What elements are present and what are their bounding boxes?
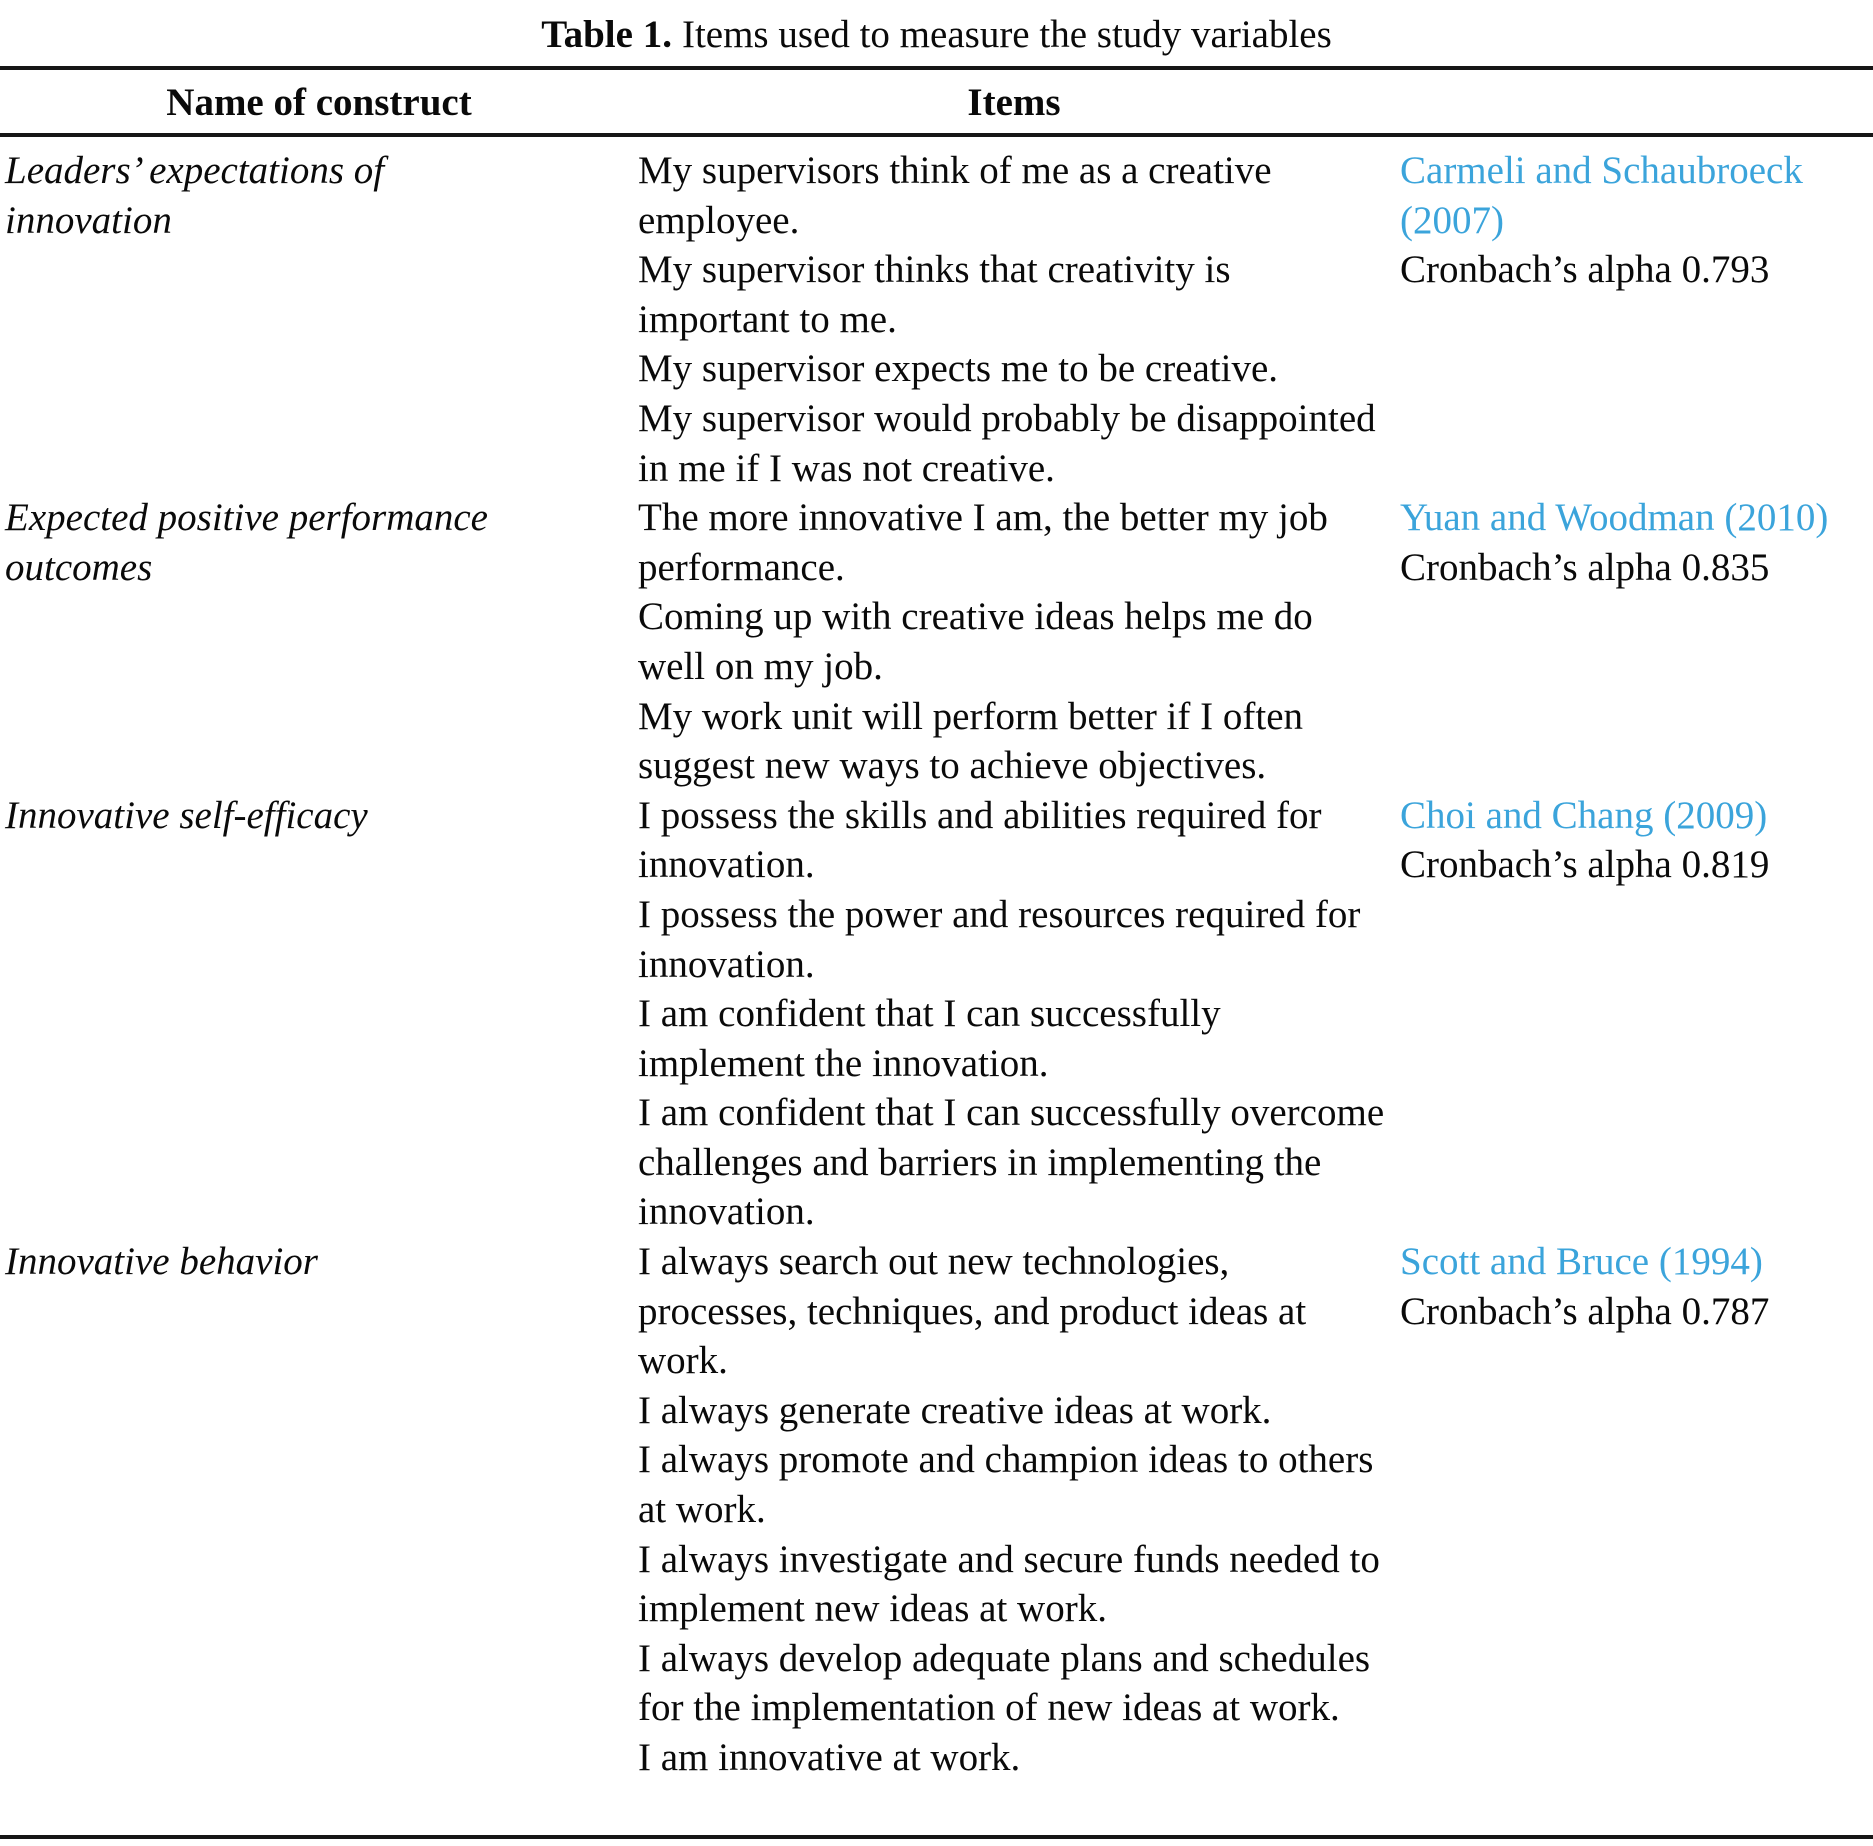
items-cell: I always search out new technologies, pr… xyxy=(638,1237,1390,1783)
table-row-innovative-self-efficacy: Innovative self-efficacy I possess the s… xyxy=(0,791,1873,1237)
items-cell: My supervisors think of me as a creative… xyxy=(638,146,1390,493)
construct-name: Leaders’ expectations of innovation xyxy=(5,149,385,242)
source-cell: Yuan and Woodman (2010) Cronbach’s alpha… xyxy=(1390,493,1873,791)
source-cell: Carmeli and Schaubroeck (2007) Cronbach’… xyxy=(1390,146,1873,493)
items-cell: I possess the skills and abilities requi… xyxy=(638,791,1390,1237)
source-cell: Scott and Bruce (1994) Cronbach’s alpha … xyxy=(1390,1237,1873,1783)
item-text: My supervisors think of me as a creative… xyxy=(638,149,1272,242)
item-text: My work unit will perform better if I of… xyxy=(638,694,1303,788)
item-text: I possess the skills and abilities requi… xyxy=(638,793,1322,887)
item-text: My supervisor expects me to be creative. xyxy=(638,347,1279,391)
item-text: I always search out new technologies, pr… xyxy=(638,1240,1307,1383)
item-text: I am confident that I can successfully i… xyxy=(638,992,1221,1085)
citation-link[interactable]: Choi and Chang (2009) xyxy=(1400,793,1768,837)
item-text: Coming up with creative ideas helps me d… xyxy=(638,595,1313,688)
items-cell: The more innovative I am, the better my … xyxy=(638,493,1390,791)
item-text: I always investigate and secure funds ne… xyxy=(638,1537,1380,1631)
construct-name: Innovative self-efficacy xyxy=(5,793,368,837)
table-row-expected-outcomes: Expected positive performance outcomes T… xyxy=(0,493,1873,791)
study-variables-table: Name of construct Items Leaders’ expecta… xyxy=(0,66,1873,1839)
cronbach-alpha: Cronbach’s alpha 0.787 xyxy=(1400,1289,1770,1333)
cronbach-alpha: Cronbach’s alpha 0.835 xyxy=(1400,545,1770,589)
table-row-innovative-behavior: Innovative behavior I always search out … xyxy=(0,1237,1873,1783)
table-header-row: Name of construct Items xyxy=(0,70,1873,137)
item-text: I always develop adequate plans and sche… xyxy=(638,1636,1371,1730)
citation-link[interactable]: Yuan and Woodman (2010) xyxy=(1400,496,1829,540)
header-name-of-construct: Name of construct xyxy=(166,81,472,124)
item-text: I am confident that I can successfully o… xyxy=(638,1091,1385,1234)
cronbach-alpha: Cronbach’s alpha 0.819 xyxy=(1400,843,1770,887)
table-title-text: Items used to measure the study variable… xyxy=(681,13,1332,56)
construct-name: Innovative behavior xyxy=(5,1240,318,1284)
cronbach-alpha: Cronbach’s alpha 0.793 xyxy=(1400,248,1770,292)
table-row-leaders-expectations: Leaders’ expectations of innovation My s… xyxy=(0,146,1873,493)
construct-name: Expected positive performance outcomes xyxy=(5,496,488,589)
source-cell: Choi and Chang (2009) Cronbach’s alpha 0… xyxy=(1390,791,1873,1237)
item-text: I always promote and champion ideas to o… xyxy=(638,1438,1374,1532)
item-text: My supervisor thinks that creativity is … xyxy=(638,248,1231,341)
table-body: Leaders’ expectations of innovation My s… xyxy=(0,137,1873,1786)
item-text: I possess the power and resources requir… xyxy=(638,892,1361,986)
item-text: I always generate creative ideas at work… xyxy=(638,1388,1272,1432)
header-source-empty xyxy=(1390,78,1873,128)
item-text: I am innovative at work. xyxy=(638,1736,1021,1779)
header-items: Items xyxy=(967,81,1061,124)
citation-link[interactable]: Carmeli and Schaubroeck (2007) xyxy=(1400,149,1803,242)
table-caption: Table 1. Items used to measure the study … xyxy=(0,0,1873,66)
item-text: My supervisor would probably be disappoi… xyxy=(638,396,1376,490)
table-number-label: Table 1. xyxy=(541,13,672,56)
item-text: The more innovative I am, the better my … xyxy=(638,496,1328,589)
citation-link[interactable]: Scott and Bruce (1994) xyxy=(1400,1240,1763,1284)
